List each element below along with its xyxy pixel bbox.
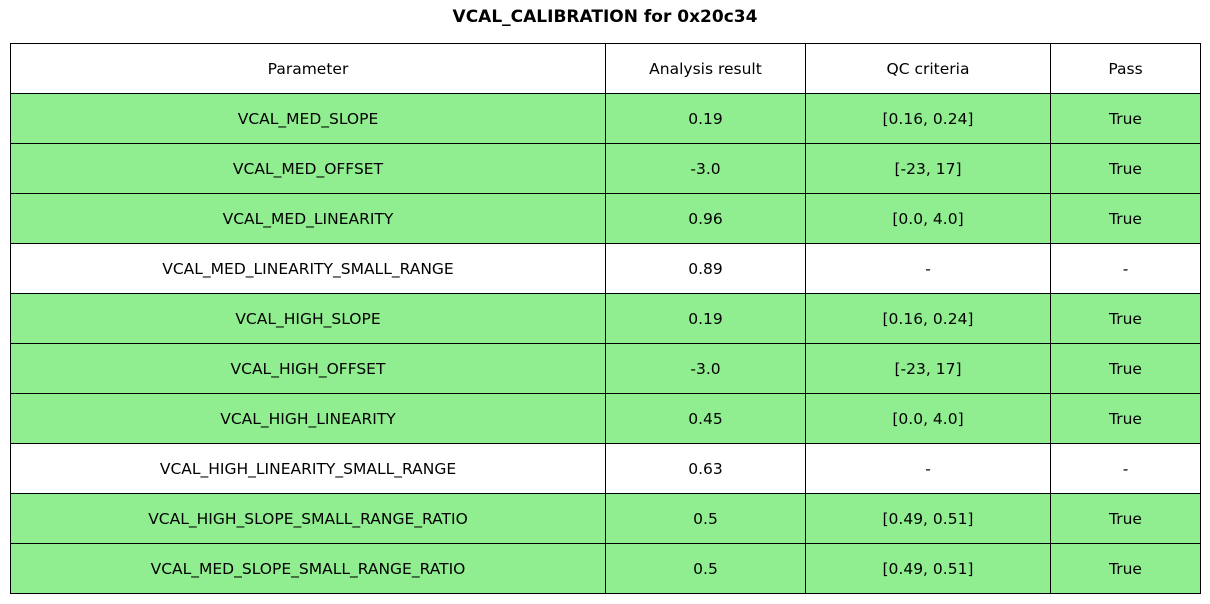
cell-qc: [-23, 17] [805, 343, 1051, 394]
cell-result: 0.19 [605, 293, 806, 344]
cell-result: -3.0 [605, 343, 806, 394]
cell-qc: - [805, 243, 1051, 294]
cell-pass: True [1050, 393, 1201, 444]
table-row: VCAL_HIGH_LINEARITY_SMALL_RANGE 0.63- - [10, 443, 1201, 494]
cell-qc: [0.16, 0.24] [805, 293, 1051, 344]
cell-result: 0.63 [605, 443, 806, 494]
cell-result: 0.45 [605, 393, 806, 444]
cell-pass: True [1050, 93, 1201, 144]
cell-parameter: VCAL_MED_SLOPE [10, 93, 606, 144]
cell-parameter: VCAL_MED_LINEARITY_SMALL_RANGE [10, 243, 606, 294]
column-header-pass: Pass [1050, 43, 1201, 94]
cell-pass: True [1050, 493, 1201, 544]
cell-qc: [-23, 17] [805, 143, 1051, 194]
cell-result: 0.96 [605, 193, 806, 244]
cell-parameter: VCAL_HIGH_SLOPE [10, 293, 606, 344]
cell-qc: [0.0, 4.0] [805, 193, 1051, 244]
table-row: VCAL_MED_SLOPE 0.19 [0.16, 0.24] True [10, 93, 1201, 144]
cell-result: 0.5 [605, 493, 806, 544]
table-row: VCAL_MED_LINEARITY 0.96 [0.0, 4.0] True [10, 193, 1201, 244]
table-row: VCAL_MED_OFFSET -3.0 [-23, 17] True [10, 143, 1201, 194]
table-header: Parameter Analysis result QC criteria Pa… [10, 43, 1201, 94]
cell-parameter: VCAL_HIGH_OFFSET [10, 343, 606, 394]
cell-pass: - [1050, 443, 1201, 494]
cell-qc: [0.49, 0.51] [805, 493, 1051, 544]
cell-pass: True [1050, 193, 1201, 244]
table-body: VCAL_MED_SLOPE 0.19 [0.16, 0.24] True VCAL_M… [10, 93, 1201, 594]
column-header-parameter: Parameter [10, 43, 606, 94]
table-row: VCAL_MED_LINEARITY_SMALL_RANGE 0.89- - [10, 243, 1201, 294]
cell-qc: - [805, 443, 1051, 494]
cell-result: -3.0 [605, 143, 806, 194]
cell-qc: [0.0, 4.0] [805, 393, 1051, 444]
table-row: VCAL_HIGH_OFFSET -3.0 [-23, 17] True [10, 343, 1201, 394]
cell-pass: - [1050, 243, 1201, 294]
table-row: VCAL_HIGH_LINEARITY 0.45 [0.0, 4.0] True [10, 393, 1201, 444]
cell-qc: [0.16, 0.24] [805, 93, 1051, 144]
cell-qc: [0.49, 0.51] [805, 543, 1051, 594]
cell-parameter: VCAL_HIGH_LINEARITY_SMALL_RANGE [10, 443, 606, 494]
cell-parameter: VCAL_HIGH_SLOPE_SMALL_RANGE_RATIO [10, 493, 606, 544]
table-row: VCAL_MED_SLOPE_SMALL_RANGE_RATIO 0.5 [0.49… [10, 543, 1201, 594]
cell-parameter: VCAL_MED_OFFSET [10, 143, 606, 194]
cell-parameter: VCAL_MED_SLOPE_SMALL_RANGE_RATIO [10, 543, 606, 594]
cell-pass: True [1050, 293, 1201, 344]
cell-parameter: VCAL_MED_LINEARITY [10, 193, 606, 244]
cell-result: 0.19 [605, 93, 806, 144]
page-title: VCAL_CALIBRATION for 0x20c34 [452, 7, 758, 27]
header-row: Parameter Analysis result QC criteria Pa… [10, 43, 1201, 94]
cell-result: 0.5 [605, 543, 806, 594]
cell-parameter: VCAL_HIGH_LINEARITY [10, 393, 606, 444]
cell-pass: True [1050, 543, 1201, 594]
qc-results-table: Parameter Analysis result QC criteria Pa… [10, 43, 1201, 594]
table-row: VCAL_HIGH_SLOPE 0.19 [0.16, 0.24] True [10, 293, 1201, 344]
table-row: VCAL_HIGH_SLOPE_SMALL_RANGE_RATIO 0.5 [0.4… [10, 493, 1201, 544]
column-header-analysis-result: Analysis result [605, 43, 806, 94]
cell-result: 0.89 [605, 243, 806, 294]
column-header-qc-criteria: QC criteria [805, 43, 1051, 94]
cell-pass: True [1050, 343, 1201, 394]
cell-pass: True [1050, 143, 1201, 194]
